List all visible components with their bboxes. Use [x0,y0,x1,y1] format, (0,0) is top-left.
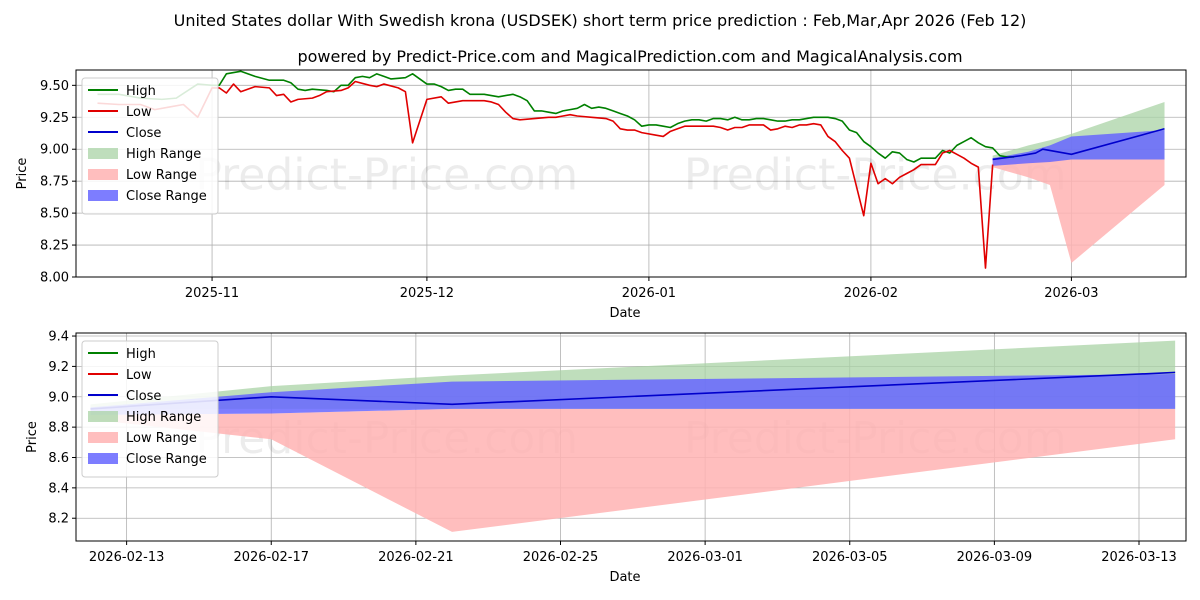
legend-item-close: Close [88,389,161,404]
legend-item-low-range: Low Range [88,168,197,183]
x-tick-label: 2026-02-13 [89,550,165,565]
legend-item-low: Low [88,105,152,120]
y-tick-label: 9.00 [40,143,69,158]
y-tick-label: 8.25 [40,239,69,254]
legend-item-high-range: High Range [88,147,201,162]
x-tick-label: 2026-02-21 [378,550,454,565]
x-axis-label: Date [609,306,640,321]
y-axis: 8.00 8.25 8.50 8.75 9.00 9.25 9.50 [40,79,76,286]
y-tick-label: 8.4 [48,481,69,496]
x-tick-label: 2026-02 [844,286,898,301]
x-axis-label: Date [609,570,640,585]
legend-label: Low [126,105,152,120]
legend: High Low Close High Range Low Range Close Ran… [81,340,219,478]
close-range-area [992,130,1165,166]
panel-forecast: Predict-Price.comPredict-Price.com8.28.4… [25,330,1187,585]
plot-area [97,70,1165,269]
legend-label: High Range [126,410,201,425]
x-tick-label: 2026-01 [622,286,676,301]
x-tick-label: 2026-03-05 [812,550,888,565]
y-tick-label: 9.25 [40,111,69,126]
y-tick-label: 9.4 [48,330,69,345]
x-axis: 2025-11 2025-12 2026-01 2026-02 2026-03 [185,277,1099,301]
low-range-area [90,408,1176,532]
plot-area [90,340,1176,532]
legend-item-high: High [88,84,156,99]
legend-label: High [126,347,156,362]
legend-item-high: High [88,347,156,362]
x-tick-label: 2026-03 [1044,286,1098,301]
y-tick-label: 8.75 [40,175,69,190]
axes-frame [75,69,1187,278]
y-tick-label: 8.8 [48,421,69,436]
legend-swatch [88,453,118,464]
legend-swatch [88,190,118,201]
close-line [992,128,1165,161]
panel-history: Predict-Price.com Predict-Price.com8.008.… [15,69,1187,321]
legend-swatch [88,148,118,159]
legend-label: Close Range [126,189,207,204]
y-tick-label: 8.2 [48,512,69,527]
y-tick-label: 8.00 [40,271,69,286]
x-tick-label: 2026-03-01 [667,550,743,565]
legend-swatch [88,169,118,180]
x-tick-label: 2025-12 [400,286,454,301]
y-axis-label: Price [25,421,40,453]
legend-item-low-range: Low Range [88,431,197,446]
legend-label: Close Range [126,452,207,467]
legend-item-close-range: Close Range [88,189,207,204]
y-tick-label: 8.50 [40,207,69,222]
legend-label: Low Range [126,168,197,183]
x-tick-label: 2026-03-13 [1101,550,1177,565]
y-axis-label: Price [15,158,30,190]
watermark-text: Predict-Price.com [195,150,578,201]
y-tick-label: 9.2 [48,360,69,375]
legend-swatch [88,411,118,422]
x-tick-label: 2026-02-25 [523,550,599,565]
legend-label: Close [126,389,161,404]
y-tick-label: 9.0 [48,390,69,405]
x-axis: 2026-02-13 2026-02-17 2026-02-21 2026-02-25… [89,541,1177,565]
legend-item-close: Close [88,126,161,141]
legend-item-low: Low [88,368,152,383]
chart-subtitle: powered by Predict-Price.com and Magical… [297,47,962,66]
y-tick-label: 9.50 [40,79,69,94]
legend-item-high-range: High Range [88,410,201,425]
axes-frame [75,332,1187,542]
legend-label: Close [126,126,161,141]
low-range-area [992,159,1165,263]
y-tick-label: 8.6 [48,451,69,466]
chart-title: United States dollar With Swedish krona … [174,11,1027,30]
legend-label: High [126,84,156,99]
legend-label: Low Range [126,431,197,446]
legend-swatch [88,432,118,443]
low-line [97,80,994,269]
legend-label: High Range [126,147,201,162]
x-tick-label: 2025-11 [185,286,239,301]
x-tick-label: 2026-02-17 [233,550,309,565]
high-line [97,70,1015,163]
legend-label: Low [126,368,152,383]
legend-item-close-range: Close Range [88,452,207,467]
x-tick-label: 2026-03-09 [957,550,1033,565]
y-axis: 8.2 8.4 8.6 8.8 9.0 9.2 9.4 [48,330,76,527]
legend: High Low Close High Range Low Range Close Ran… [81,77,219,215]
